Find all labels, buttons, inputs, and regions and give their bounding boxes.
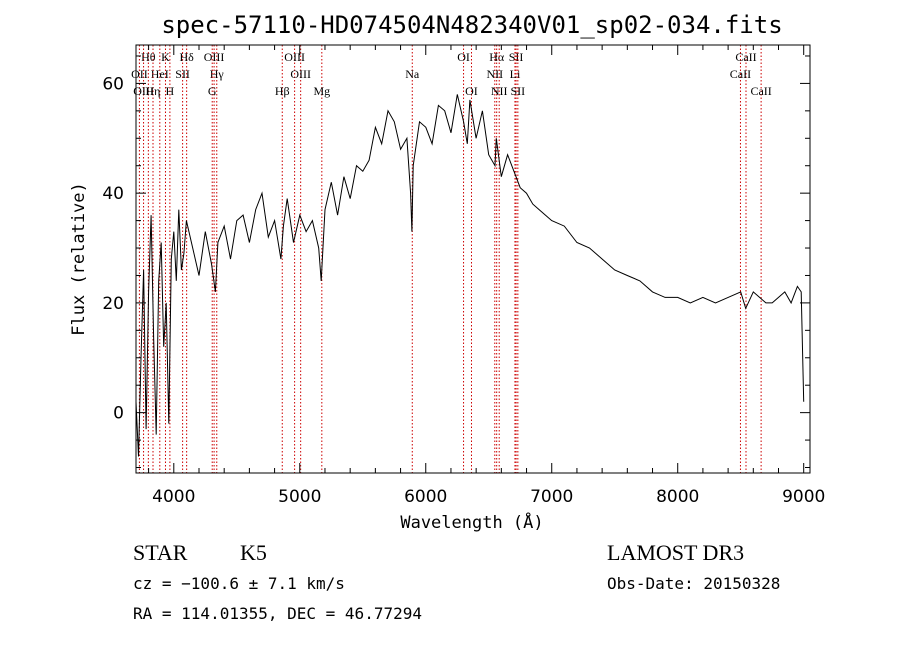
x-tick-label: 6000 [404, 487, 447, 507]
spectrum-series-line [135, 94, 805, 457]
x-tick-label: 8000 [656, 487, 699, 507]
spectral-line-label: Hγ [210, 67, 225, 81]
spectral-line-label: SII [511, 84, 526, 98]
object-class: STAR [133, 540, 188, 565]
obs-date-text: Obs-Date: 20150328 [607, 574, 780, 593]
survey-name: LAMOST DR3 [607, 540, 744, 565]
x-axis-label: Wavelength (Å) [400, 511, 543, 533]
spectral-line-label: OI [465, 84, 478, 98]
spectral-line-label: CaII [730, 67, 751, 81]
y-tick-label: 60 [102, 74, 124, 94]
spectral-line-label: Hη [146, 84, 161, 98]
spectral-line-label: Li [510, 67, 521, 81]
y-tick-label: 40 [102, 184, 124, 204]
spectral-line-label: Na [405, 67, 420, 81]
spectral-line-label: NII [491, 84, 508, 98]
spectral-line-label: SII [509, 50, 524, 64]
spectral-line-label: Hθ [141, 50, 156, 64]
chart-title: spec-57110-HD074504N482340V01_sp02-034.f… [161, 11, 782, 39]
y-axis-label: Flux (relative) [69, 182, 89, 336]
x-tick-label: 9000 [782, 487, 825, 507]
spectral-line-label: Hβ [275, 84, 290, 98]
x-tick-label: 7000 [530, 487, 573, 507]
y-tick-label: 0 [113, 404, 124, 424]
redshift-text: cz = −100.6 ± 7.1 km/s [133, 574, 345, 593]
coords-text: RA = 114.01355, DEC = 46.77294 [133, 604, 422, 623]
spectral-line-label: HeI [151, 67, 169, 81]
spectral-line-label: G [208, 84, 217, 98]
object-subclass: K5 [240, 540, 267, 565]
x-tick-label: 5000 [278, 487, 321, 507]
spectral-line-label: H [166, 84, 175, 98]
spectral-line-label: OIII [284, 50, 305, 64]
x-axis-ticks: 4000 5000 6000 7000 8000 9000 [148, 45, 825, 507]
y-tick-label: 20 [102, 294, 124, 314]
spectral-line-label: Mg [313, 84, 330, 98]
spectral-line-label: OII [131, 67, 148, 81]
y-axis-ticks: 0 20 40 60 [102, 55, 810, 469]
plot-frame [135, 44, 811, 474]
x-tick-label: 4000 [152, 487, 195, 507]
spectral-line-label: CaII [735, 50, 756, 64]
spectral-line-label: OIII [204, 50, 225, 64]
spectral-line-label: OI [457, 50, 470, 64]
spectral-line-label: OIII [290, 67, 311, 81]
spectral-line-label: OIII [133, 84, 154, 98]
spectral-line-label: CaII [750, 84, 771, 98]
spectral-line-label: Hδ [179, 50, 194, 64]
spectral-line-label: Hα [489, 50, 505, 64]
spectral-line-label: SII [175, 67, 190, 81]
spectral-line-label: NII [486, 67, 503, 81]
spectral-line-label: K [161, 50, 170, 64]
